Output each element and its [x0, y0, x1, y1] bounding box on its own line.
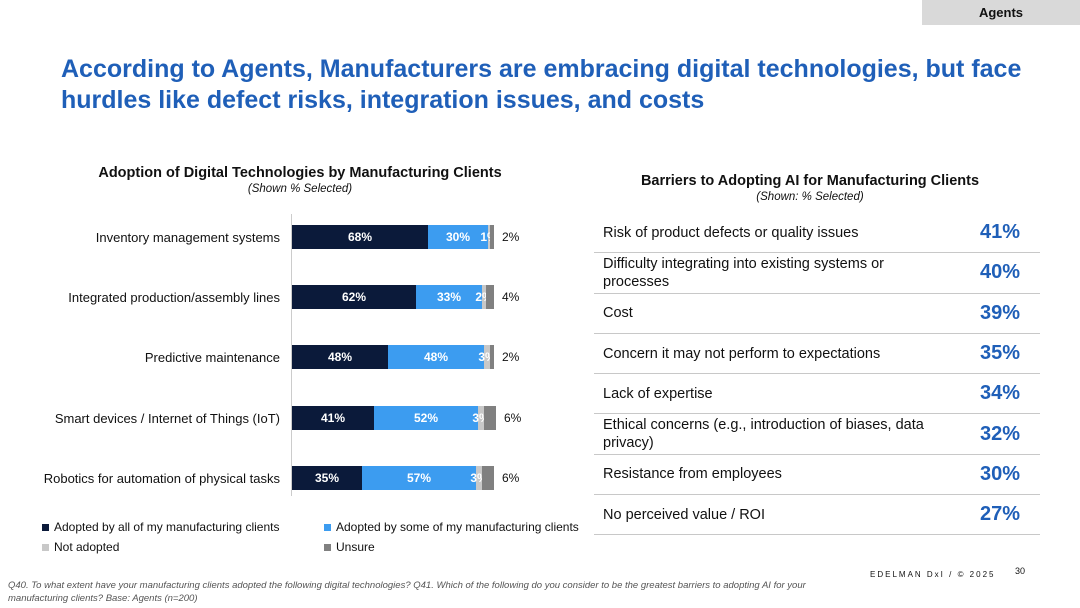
bar-segment: 62%	[292, 285, 416, 310]
stacked-bar: 48% 48% 3%	[292, 345, 496, 370]
bar-segment: 30%	[428, 225, 488, 249]
legend-label: Adopted by some of my manufacturing clie…	[336, 520, 579, 534]
bar-segment: 41%	[292, 405, 374, 430]
barrier-row: Risk of product defects or quality issue…	[594, 213, 1040, 254]
legend-label: Adopted by all of my manufacturing clien…	[54, 520, 280, 534]
legend-swatch	[42, 543, 49, 551]
barrier-label: Risk of product defects or quality issue…	[603, 224, 859, 241]
barrier-label: No perceived value / ROI	[603, 506, 765, 523]
bar-segment	[490, 225, 494, 249]
chart-axis	[291, 214, 292, 496]
barrier-value: 34%	[979, 382, 1020, 405]
barrier-value: 39%	[979, 301, 1020, 324]
barrier-label: Ethical concerns (e.g., introduction of …	[603, 417, 924, 452]
barrier-label: Difficulty integrating into existing sys…	[603, 255, 884, 290]
barrier-row: Lack of expertise 34%	[594, 374, 1040, 415]
legend-item: Adopted by all of my manufacturing clien…	[42, 520, 279, 534]
data-label: 33%	[436, 290, 462, 305]
bar-segment	[484, 405, 496, 430]
barrier-value: 30%	[979, 462, 1020, 485]
category-label: Integrated production/assembly lines	[68, 290, 280, 306]
barrier-label: Lack of expertise	[603, 385, 713, 402]
page-number: 30	[1015, 566, 1026, 576]
barrier-row: Concern it may not perform to expectatio…	[594, 334, 1040, 375]
barrier-value: 27%	[979, 503, 1020, 526]
legend-swatch	[324, 543, 331, 551]
data-label-unsure: 4%	[502, 290, 520, 305]
chart-subtitle: (Shown % Selected)	[247, 183, 353, 195]
bar-segment	[490, 345, 494, 370]
data-label: 48%	[423, 350, 449, 365]
data-label-unsure: 6%	[502, 470, 520, 485]
barriers-title: Barriers to Adopting AI for Manufacturin…	[640, 173, 980, 189]
slide-title: According to Agents, Manufacturers are e…	[61, 55, 1022, 114]
audience-tag: Agents	[922, 0, 1080, 25]
category-label: Smart devices / Internet of Things (IoT)	[54, 410, 280, 426]
bar-segment	[486, 285, 494, 310]
barriers-subtitle: (Shown: % Selected)	[756, 191, 864, 203]
barrier-row: Ethical concerns (e.g., introduction of …	[594, 415, 1040, 455]
data-label-unsure: 2%	[502, 350, 520, 365]
barrier-row: No perceived value / ROI 27%	[594, 495, 1040, 536]
bar-segment: 35%	[292, 465, 362, 490]
footnote: Q40. To what extent have your manufactur…	[8, 580, 806, 604]
bar-segment: 48%	[292, 345, 388, 370]
data-label: 1%	[480, 230, 498, 244]
barrier-value: 40%	[979, 261, 1020, 284]
bar-segment: 48%	[388, 345, 484, 370]
barrier-value: 35%	[979, 342, 1020, 365]
data-label: 62%	[341, 290, 367, 305]
barrier-row: Difficulty integrating into existing sys…	[594, 253, 1040, 294]
legend-swatch	[324, 523, 331, 531]
legend-swatch	[42, 523, 49, 531]
legend-label: Not adopted	[54, 540, 120, 554]
barrier-value: 32%	[979, 422, 1020, 445]
legend-item: Unsure	[324, 540, 375, 554]
data-label: 48%	[327, 350, 353, 365]
stacked-bar: 68% 30% 1%	[292, 225, 498, 249]
bar-segment: 52%	[374, 405, 478, 430]
barrier-value: 41%	[979, 221, 1020, 244]
category-label: Inventory management systems	[95, 230, 280, 245]
category-label: Robotics for automation of physical task…	[43, 470, 280, 486]
bar-segment	[482, 465, 494, 490]
legend-label: Unsure	[336, 540, 375, 554]
brand-mark: EDELMAN DxI / © 2025	[870, 570, 996, 579]
data-label: 57%	[406, 470, 432, 485]
data-label: 41%	[320, 410, 346, 425]
data-label-unsure: 2%	[502, 230, 520, 244]
data-label: 35%	[314, 470, 340, 485]
data-label: 30%	[445, 230, 471, 244]
data-label-unsure: 6%	[504, 410, 522, 425]
category-label: Predictive maintenance	[144, 350, 280, 366]
stacked-bar: 35% 57% 3%	[292, 465, 494, 490]
chart-title: Adoption of Digital Technologies by Manu…	[98, 165, 502, 181]
barrier-row: Cost 39%	[594, 294, 1040, 334]
bar-segment: 57%	[362, 465, 476, 490]
barrier-label: Resistance from employees	[603, 466, 782, 483]
data-label: 52%	[413, 410, 439, 425]
barrier-row: Resistance from employees 30%	[594, 455, 1040, 496]
data-label: 68%	[347, 230, 373, 244]
legend-item: Adopted by some of my manufacturing clie…	[324, 520, 579, 534]
barrier-label: Concern it may not perform to expectatio…	[603, 345, 881, 362]
bar-segment: 68%	[292, 225, 428, 249]
stacked-bar: 62% 33% 2%	[292, 285, 494, 310]
stacked-bar: 41% 52% 3%	[292, 405, 496, 430]
barrier-label: Cost	[603, 305, 633, 322]
legend-item: Not adopted	[42, 540, 119, 554]
bar-segment: 33%	[416, 285, 482, 310]
